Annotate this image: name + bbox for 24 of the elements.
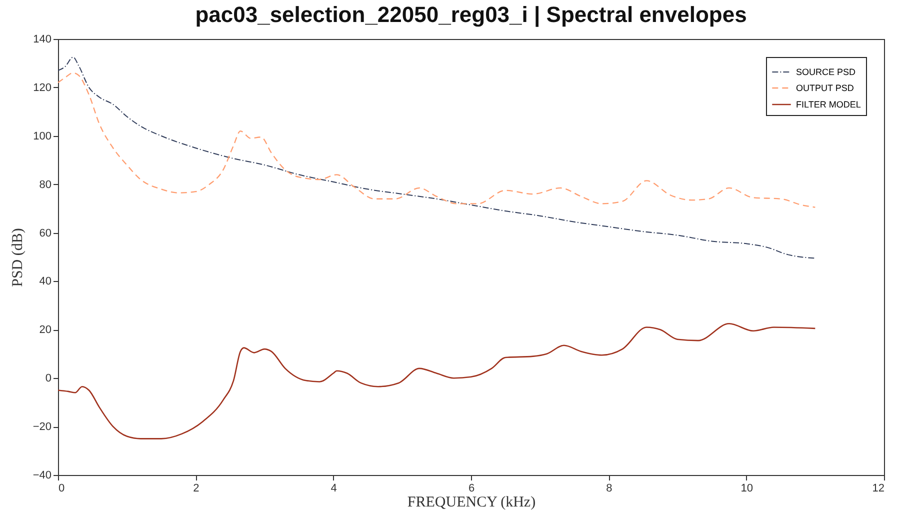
y-axis-title: PSD (dB) [10,228,26,287]
y-tick-label: 140 [33,34,52,46]
y-tick-label: 60 [39,227,52,240]
y-tick-label: 20 [39,324,52,336]
x-tick-label: 10 [740,482,753,494]
x-tick-label: 0 [58,482,65,494]
y-tick-label: −20 [32,421,52,434]
x-tick-label: 8 [606,482,612,494]
y-tick-label: 100 [33,130,52,142]
x-tick-label: 4 [330,482,337,494]
y-tick-label: 80 [39,178,52,191]
x-tick-label: 2 [193,482,200,494]
x-tick-label: 6 [468,482,475,494]
y-tick-label: −40 [32,470,52,482]
legend-label: FILTER MODEL [796,100,861,110]
x-tick-label: 12 [872,482,884,494]
y-tick-label: 40 [39,276,52,288]
y-tick-label: 0 [45,372,52,385]
x-axis-title: FREQUENCY (kHz) [407,494,536,510]
chart-title: pac03_selection_22050_reg03_i | Spectral envelopes [195,2,747,27]
legend-label: OUTPUT PSD [796,83,854,93]
legend-label: SOURCE PSD [796,67,856,77]
y-tick-label: 120 [33,82,52,94]
line-series [58,322,816,440]
